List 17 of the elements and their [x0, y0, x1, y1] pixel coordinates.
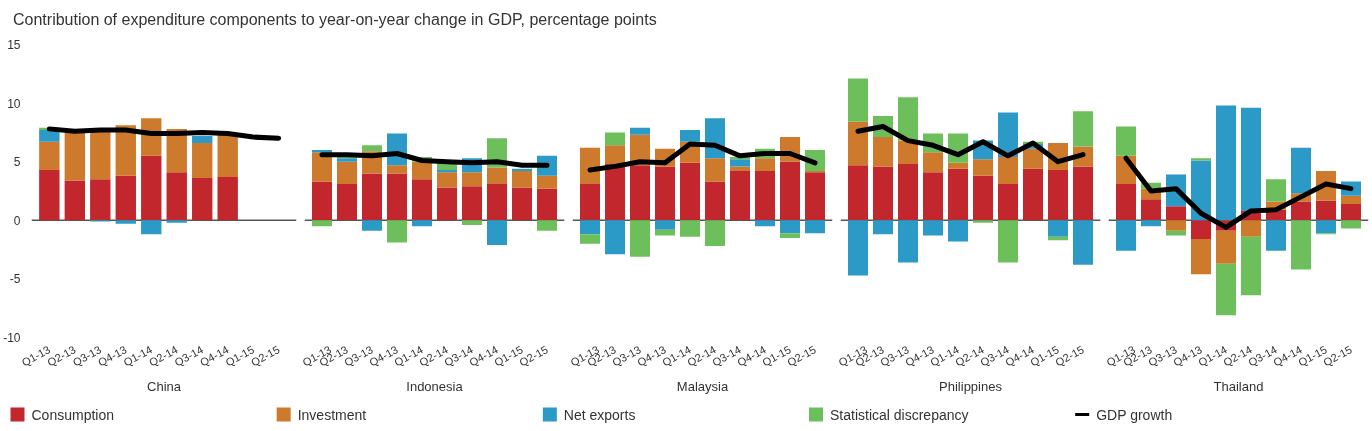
legend-label: Statistical discrepancy: [830, 406, 969, 423]
legend-label: GDP growth: [1096, 406, 1173, 423]
y-tick-label: 10: [7, 96, 21, 111]
y-tick-label: -10: [3, 331, 21, 345]
legend-label: Investment: [297, 406, 367, 423]
x-axis-title: Indonesia: [406, 378, 464, 394]
y-tick-label: 0: [13, 213, 21, 228]
text: Contribution of expenditure components to year-on-year change in GDP, percentage points: [13, 10, 657, 30]
x-axis-title: Philippines: [939, 378, 1003, 394]
y-tick-label: -5: [9, 272, 21, 287]
legend-label: Consumption: [31, 406, 114, 423]
x-axis-title: Malaysia: [676, 378, 729, 394]
legend-label: Net exports: [563, 406, 636, 423]
x-axis-title: China: [147, 378, 182, 394]
y-tick-label: 5: [13, 155, 21, 170]
x-axis-title: Thailand: [1213, 378, 1264, 394]
y-tick-label: 15: [7, 38, 21, 52]
